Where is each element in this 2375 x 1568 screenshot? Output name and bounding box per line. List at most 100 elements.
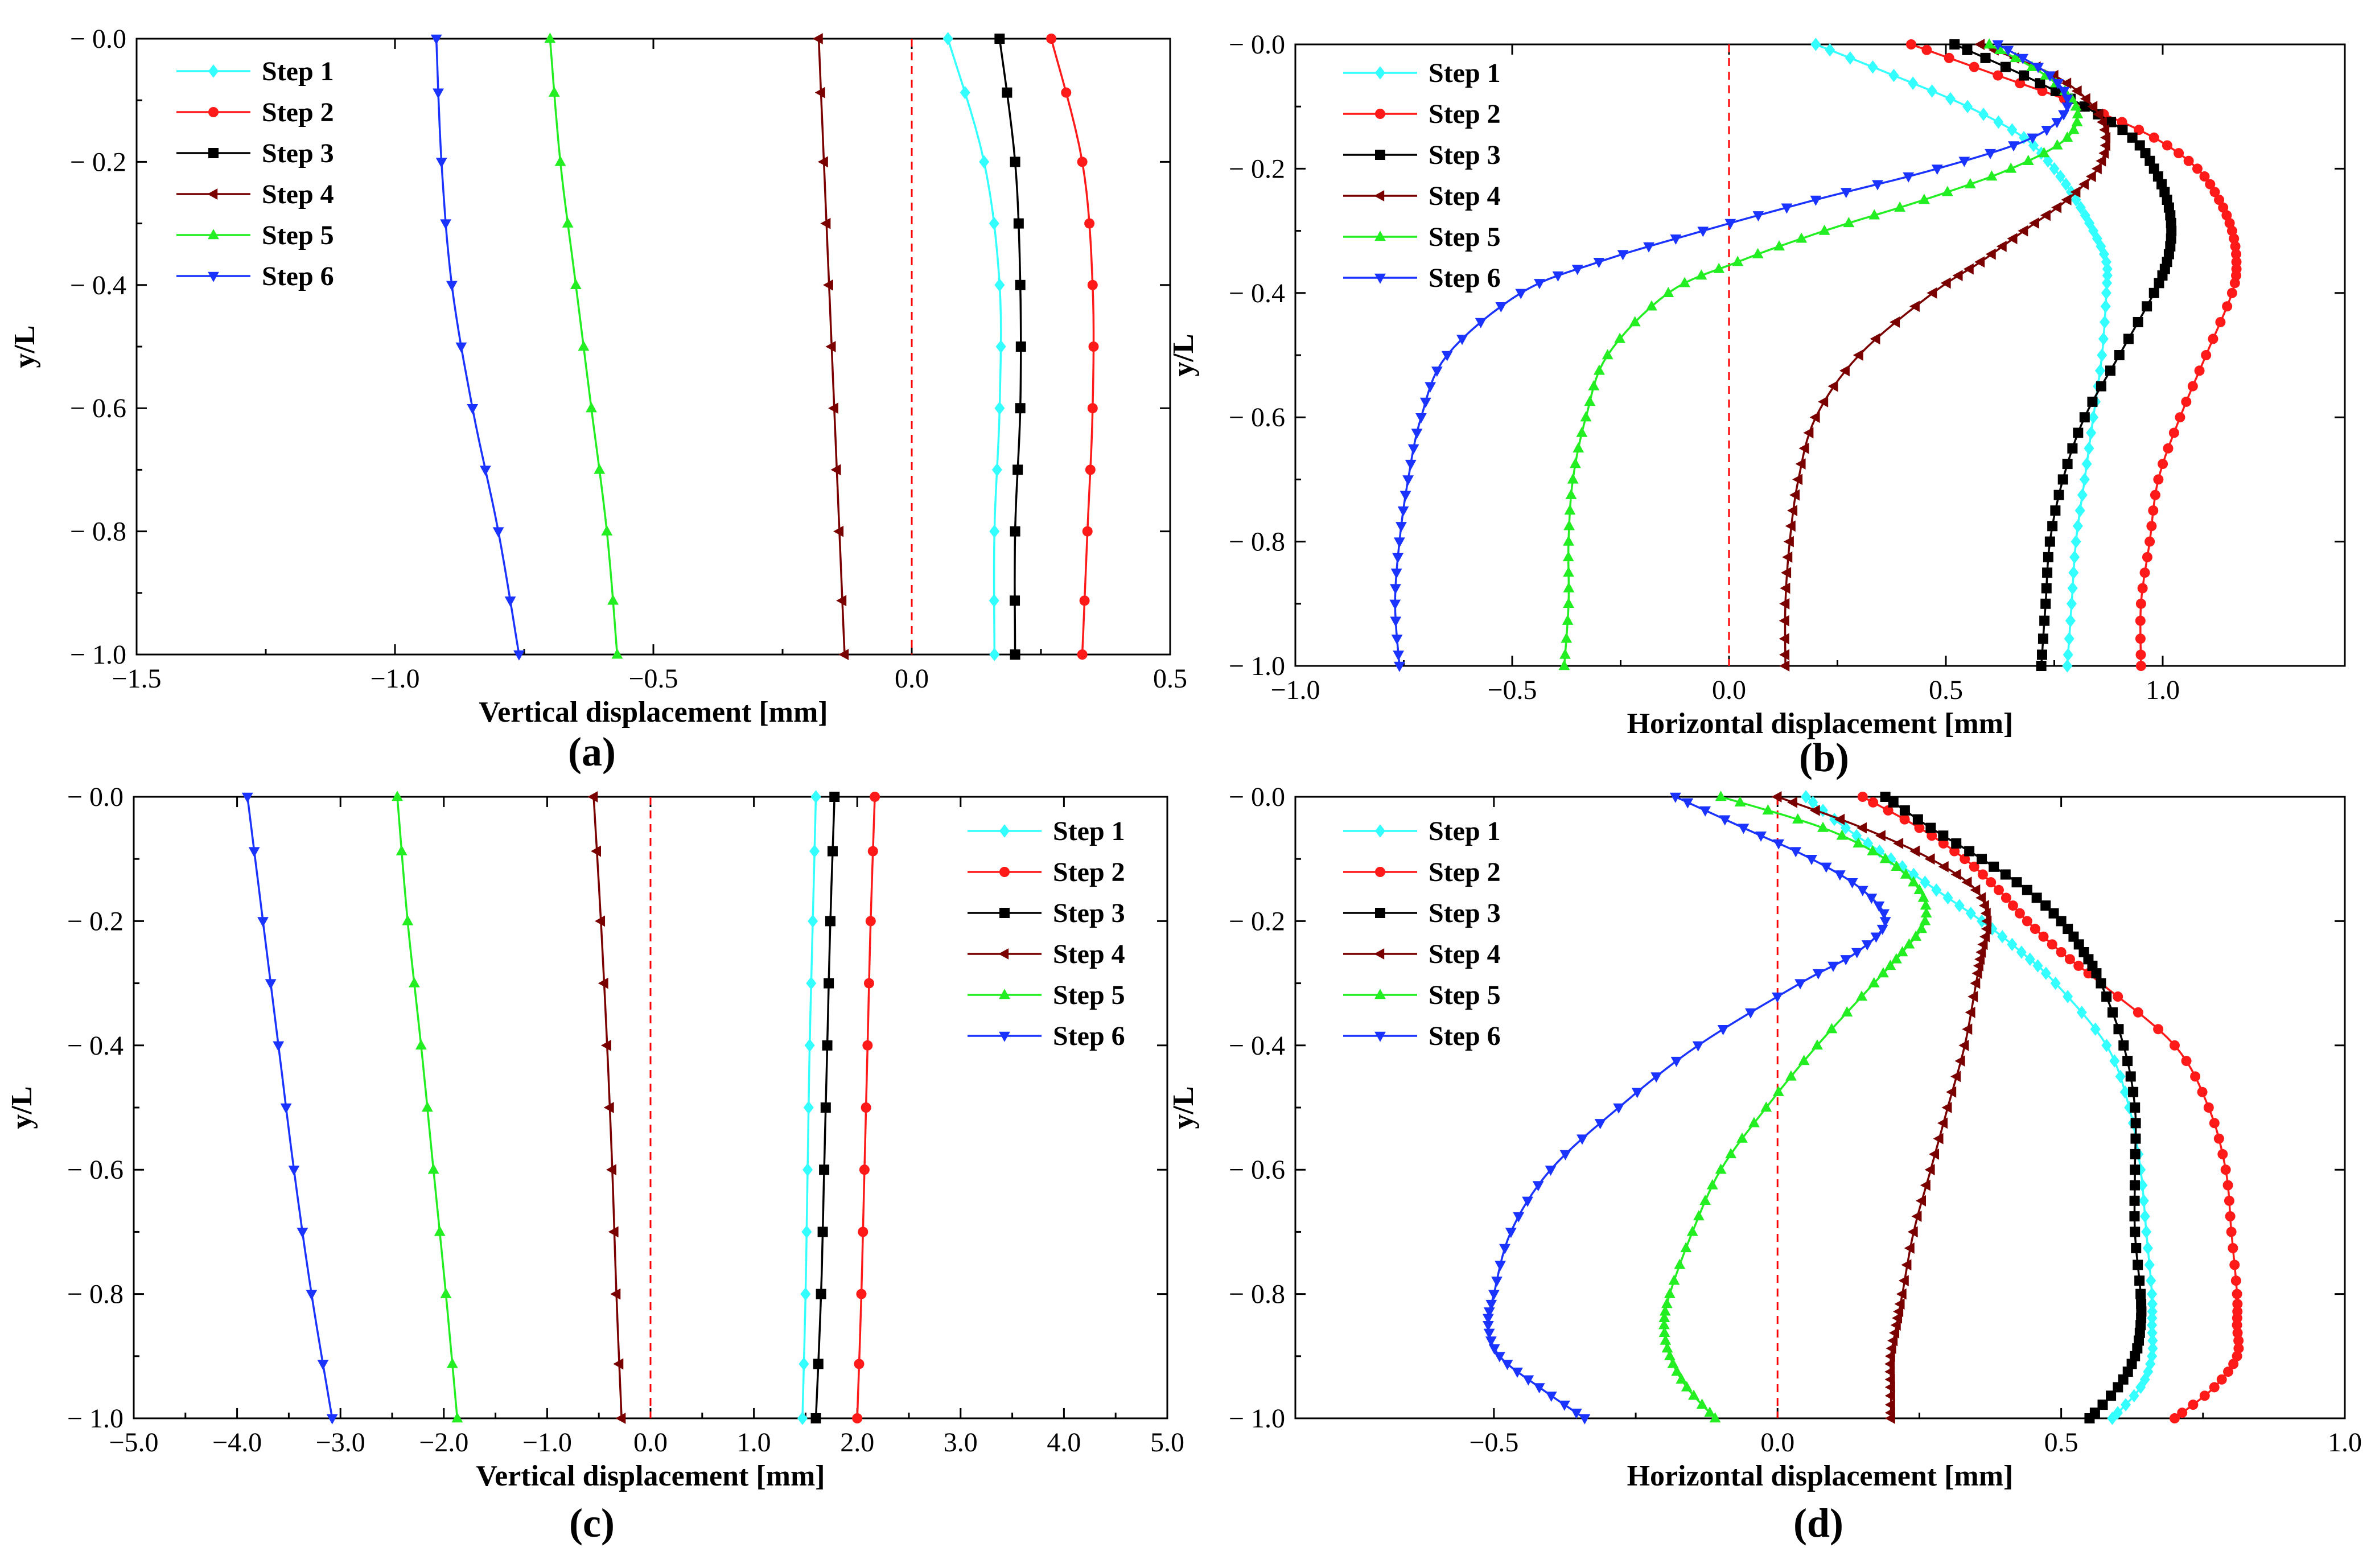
data-point [1867, 845, 1879, 855]
data-point [1908, 76, 1919, 90]
data-point [1900, 868, 1912, 879]
data-point [2134, 1335, 2145, 1346]
data-point [1717, 1025, 1729, 1036]
legend-marker [999, 1031, 1010, 1042]
legend-label: Step 5 [1429, 222, 1501, 252]
data-point [2142, 1241, 2153, 1255]
data-point [808, 914, 818, 928]
data-point [1880, 792, 1891, 802]
data-point [1402, 475, 1414, 486]
data-point [1996, 241, 2007, 252]
data-point [852, 1413, 863, 1423]
legend-label: Step 2 [262, 97, 334, 127]
x-tick-label: 1.0 [737, 1427, 771, 1458]
y-axis-title: y/L [1167, 334, 1200, 376]
legend-marker [1375, 908, 1385, 918]
data-point [1431, 367, 1443, 377]
data-point [1810, 195, 1822, 206]
data-point [2071, 116, 2083, 126]
panel-label: (a) [568, 729, 616, 775]
data-point [2107, 1007, 2118, 1018]
data-point [1773, 839, 1785, 850]
data-point [2043, 154, 2053, 168]
data-point [1664, 1350, 1676, 1360]
legend-label: Step 3 [262, 138, 334, 168]
data-point [2208, 334, 2218, 344]
data-point [2232, 1320, 2242, 1331]
data-point [2061, 194, 2072, 205]
data-point [1872, 180, 1883, 191]
data-point [1818, 224, 1830, 235]
y-axis-title: y/L [1167, 1086, 1200, 1129]
data-point [1593, 258, 1605, 268]
data-point [2122, 1367, 2133, 1377]
data-point [1796, 232, 1808, 243]
data-point [2068, 124, 2080, 134]
data-point [1505, 1228, 1517, 1238]
data-point [606, 1164, 617, 1176]
legend-marker [999, 908, 1010, 918]
data-point [1920, 1179, 1931, 1191]
x-tick-label: −1.5 [112, 664, 161, 694]
data-point [1415, 413, 1427, 423]
data-point [1573, 442, 1584, 452]
data-point [421, 1101, 433, 1112]
data-point [594, 463, 606, 474]
data-point [2038, 147, 2050, 158]
data-point [2122, 1056, 2133, 1067]
data-point [1884, 1413, 1895, 1424]
data-point [2069, 550, 2080, 564]
data-point [1532, 1181, 1544, 1192]
data-point [2071, 534, 2081, 549]
legend-label: Step 1 [1429, 816, 1501, 846]
data-point [810, 1413, 821, 1423]
data-point [2106, 1390, 2117, 1401]
data-point [2228, 1359, 2239, 1369]
data-point [1010, 595, 1020, 606]
data-point [2039, 615, 2050, 626]
data-point [1676, 1373, 1687, 1384]
legend-label: Step 2 [1053, 857, 1125, 887]
data-point [2096, 978, 2106, 989]
data-point [2070, 100, 2082, 111]
data-point [544, 32, 556, 43]
data-point [814, 87, 825, 98]
data-point [1668, 1274, 1680, 1285]
data-point [2050, 976, 2061, 990]
data-point [1925, 822, 1936, 833]
data-point [833, 525, 844, 537]
data-point [2166, 233, 2176, 244]
data-point [1393, 651, 1405, 661]
data-point [1755, 832, 1767, 842]
data-point [1393, 537, 1405, 548]
data-point [1794, 979, 1806, 990]
legend-marker [1374, 190, 1385, 201]
data-point [2121, 1398, 2131, 1411]
data-point [1840, 188, 1852, 199]
data-point [1405, 459, 1417, 470]
series-step-6 [1389, 40, 2073, 672]
data-point [1661, 1298, 1673, 1308]
data-point [2090, 1022, 2101, 1036]
data-point [2199, 171, 2210, 182]
data-point [2076, 1006, 2087, 1019]
data-point [2130, 1118, 2141, 1129]
data-point [1884, 1358, 1895, 1370]
data-point [2080, 93, 2090, 105]
data-point [1563, 598, 1574, 608]
data-point [2051, 139, 2063, 150]
data-point [1827, 380, 1838, 392]
data-point [803, 1101, 814, 1114]
data-point [1962, 1023, 1973, 1035]
data-point [2138, 1194, 2149, 1208]
legend-marker [999, 824, 1010, 838]
data-point [427, 1163, 439, 1174]
data-point [2224, 217, 2235, 228]
data-point [1809, 411, 1820, 423]
data-point [1662, 287, 1674, 297]
data-point [989, 216, 999, 231]
data-point [1570, 458, 1581, 468]
data-point [554, 155, 566, 166]
data-point [2005, 162, 2017, 173]
data-point [816, 1289, 826, 1299]
